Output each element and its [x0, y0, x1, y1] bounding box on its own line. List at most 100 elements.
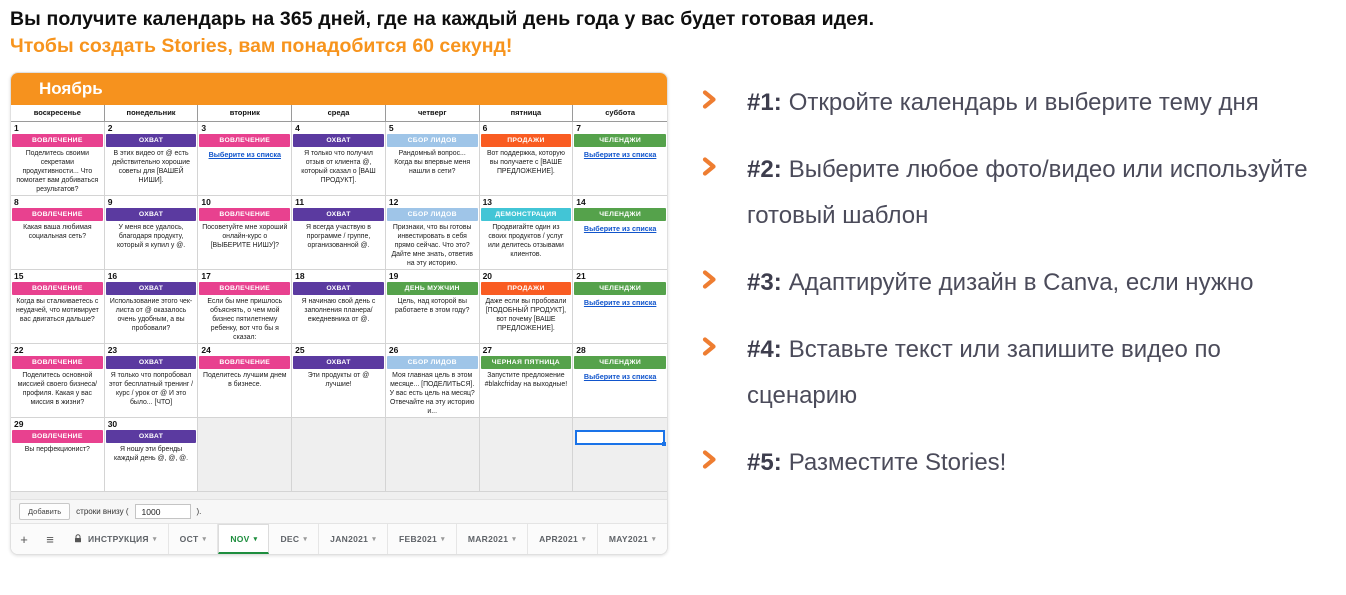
tab-dropdown-icon[interactable]: ▾	[582, 536, 586, 543]
day-number: 30	[107, 419, 118, 429]
chevron-right-icon	[702, 157, 717, 181]
sheet-tab-mar2021[interactable]: MAR2021 ▾	[457, 524, 529, 554]
idea-text: Поделитесь своими секретами продуктивнос…	[16, 150, 99, 193]
idea-text: Вот поддержка, которую вы получаете с [В…	[486, 150, 565, 175]
headline-accent: Чтобы создать Stories, вам понадобится 6…	[10, 35, 513, 57]
day-number: 22	[14, 345, 24, 355]
category-badge: ВОВЛЕЧЕНИЕ	[12, 134, 103, 147]
empty-cell[interactable]	[385, 418, 480, 492]
choose-from-list-link[interactable]: Выберите из списка	[583, 224, 657, 233]
step-item-2: #2: Выберите любое фото/видео или использ…	[702, 147, 1334, 239]
category-badge: ОХВАТ	[293, 282, 384, 295]
day-number: 13	[482, 197, 493, 207]
weekday-header-row: воскресенье понедельник вторник среда че…	[11, 105, 667, 122]
tab-dropdown-icon[interactable]: ▾	[253, 535, 258, 543]
selected-cell[interactable]	[575, 430, 666, 446]
calendar-day-9[interactable]: 9 ОХВАТ У меня все удалось, благодаря пр…	[104, 196, 199, 270]
calendar-day-11[interactable]: 11 ОХВАТ Я всегда участвую в программе /…	[292, 196, 386, 270]
step-item-3: #3: Адаптируйте дизайн в Canva, если нужн…	[702, 260, 1334, 306]
category-badge: ОХВАТ	[105, 356, 197, 369]
choose-from-list-link[interactable]: Выберите из списка	[583, 150, 657, 159]
tab-dropdown-icon[interactable]: ▾	[152, 536, 157, 543]
calendar-day-2[interactable]: 2 ОХВАТ В этих видео от @ есть действите…	[104, 122, 199, 196]
day-number: 4	[295, 123, 300, 133]
calendar-day-19[interactable]: 19 ДЕНЬ МУЖЧИН Цель, над которой вы рабо…	[385, 270, 480, 344]
day-number: 1	[14, 123, 19, 133]
choose-from-list-link[interactable]: Выберите из списка	[583, 372, 657, 381]
idea-text: Я ношу эти бренды каждый день @, @, @.	[114, 446, 189, 462]
idea-text: Я начинаю свой день с заполнения планера…	[301, 298, 376, 323]
tab-dropdown-icon[interactable]: ▾	[372, 536, 377, 543]
day-number: 24	[201, 345, 211, 355]
category-badge: ВОВЛЕЧЕНИЕ	[12, 208, 103, 221]
calendar-day-12[interactable]: 12 СБОР ЛИДОВ Признаки, что вы готовы ин…	[385, 196, 480, 270]
calendar-week-2: 8 ВОВЛЕЧЕНИЕ Какая ваша любимая социальн…	[11, 196, 667, 270]
sheet-tab-instrukciya[interactable]: ИНСТРУКЦИЯ ▾	[63, 524, 169, 554]
tab-dropdown-icon[interactable]: ▾	[202, 536, 207, 543]
category-badge: ПРОДАЖИ	[480, 282, 572, 295]
category-badge: ЧЕЛЕНДЖИ	[574, 208, 666, 221]
calendar-day-18[interactable]: 18 ОХВАТ Я начинаю свой день с заполнени…	[292, 270, 386, 344]
calendar-day-28[interactable]: 28 ЧЕЛЕНДЖИ Выберите из списка	[573, 344, 667, 418]
sheet-tab-apr2021[interactable]: APR2021 ▾	[528, 524, 598, 554]
add-rows-button[interactable]: Добавить	[19, 503, 71, 520]
calendar-day-5[interactable]: 5 СБОР ЛИДОВ Рандомный вопрос... Когда в…	[385, 122, 480, 196]
calendar-day-24[interactable]: 24 ВОВЛЕЧЕНИЕ Поделитесь лучшим днем в б…	[198, 344, 293, 418]
sheet-tab-feb2021[interactable]: FEB2021 ▾	[388, 524, 457, 554]
idea-text: У меня все удалось, благодаря продукту, …	[116, 224, 186, 249]
calendar-day-8[interactable]: 8 ВОВЛЕЧЕНИЕ Какая ваша любимая социальн…	[11, 196, 105, 270]
category-badge: СБОР ЛИДОВ	[386, 356, 478, 369]
category-badge: ВОВЛЕЧЕНИЕ	[12, 356, 103, 369]
rows-count-input[interactable]	[134, 504, 191, 519]
calendar-day-14[interactable]: 14 ЧЕЛЕНДЖИ Выберите из списка	[573, 196, 667, 270]
calendar-day-7[interactable]: 7 ЧЕЛЕНДЖИ Выберите из списка	[573, 122, 667, 196]
calendar-day-15[interactable]: 15 ВОВЛЕЧЕНИЕ Когда вы сталкиваетесь с н…	[11, 270, 105, 344]
calendar-day-26[interactable]: 26 СБОР ЛИДОВ Моя главная цель в этом ме…	[385, 344, 480, 418]
tab-dropdown-icon[interactable]: ▾	[303, 536, 308, 543]
empty-cell[interactable]	[573, 418, 667, 492]
weekday-label: вторник	[198, 105, 293, 121]
weekday-label: пятница	[480, 105, 574, 121]
calendar-day-17[interactable]: 17 ВОВЛЕЧЕНИЕ Если бы мне пришлось объяс…	[198, 270, 293, 344]
tab-dropdown-icon[interactable]: ▾	[441, 536, 445, 543]
steps-list: #1: Откройте календарь и выберите тему дн…	[668, 72, 1346, 507]
sheet-tab-jan2021[interactable]: JAN2021 ▾	[319, 524, 389, 554]
sheet-tab-oct[interactable]: OCT ▾	[169, 524, 219, 554]
idea-text: Эти продукты от @ лучшие!	[307, 372, 370, 388]
add-sheet-icon[interactable]: +	[20, 531, 28, 547]
sheet-tab-nov[interactable]: NOV ▾	[218, 524, 270, 554]
calendar-day-30[interactable]: 30 ОХВАТ Я ношу эти бренды каждый день @…	[104, 418, 199, 492]
weekday-label: воскресенье	[11, 105, 105, 121]
day-number: 8	[14, 197, 19, 207]
choose-from-list-link[interactable]: Выберите из списка	[583, 298, 657, 307]
calendar-day-3[interactable]: 3 ВОВЛЕЧЕНИЕ Выберите из списка	[198, 122, 293, 196]
step-item-1: #1: Откройте календарь и выберите тему дн…	[702, 80, 1334, 126]
all-sheets-icon[interactable]: ≡	[46, 531, 54, 547]
day-number: 23	[107, 345, 118, 355]
calendar-day-25[interactable]: 25 ОХВАТ Эти продукты от @ лучшие!	[292, 344, 386, 418]
calendar-day-1[interactable]: 1 ВОВЛЕЧЕНИЕ Поделитесь своими секретами…	[11, 122, 105, 196]
calendar-day-6[interactable]: 6 ПРОДАЖИ Вот поддержка, которую вы полу…	[479, 122, 574, 196]
idea-text: Какая ваша любимая социальная сеть?	[23, 224, 92, 240]
calendar-day-29[interactable]: 29 ВОВЛЕЧЕНИЕ Вы перфекционист?	[11, 418, 105, 492]
choose-from-list-link[interactable]: Выберите из списка	[208, 150, 281, 159]
day-number: 28	[576, 345, 586, 355]
empty-cell[interactable]	[479, 418, 574, 492]
empty-cell[interactable]	[292, 418, 386, 492]
calendar-day-16[interactable]: 16 ОХВАТ Использование этого чек-листа о…	[104, 270, 199, 344]
calendar-day-27[interactable]: 27 ЧЕРНАЯ ПЯТНИЦА Запустите предложение …	[479, 344, 574, 418]
calendar-day-4[interactable]: 4 ОХВАТ Я только что получил отзыв от кл…	[292, 122, 386, 196]
calendar-day-22[interactable]: 22 ВОВЛЕЧЕНИЕ Поделитесь основной миссие…	[11, 344, 105, 418]
calendar-day-20[interactable]: 20 ПРОДАЖИ Даже если вы пробовали [ПОДОБ…	[479, 270, 574, 344]
sheet-tab-may2021[interactable]: MAY2021 ▾	[598, 524, 667, 554]
sheet-tab-dec[interactable]: DEC ▾	[269, 524, 320, 554]
calendar-day-21[interactable]: 21 ЧЕЛЕНДЖИ Выберите из списка	[573, 270, 667, 344]
calendar-day-13[interactable]: 13 ДЕМОНСТРАЦИЯ Продвигайте один из свои…	[479, 196, 574, 270]
tab-dropdown-icon[interactable]: ▾	[512, 536, 517, 543]
empty-cell[interactable]	[198, 418, 293, 492]
tab-dropdown-icon[interactable]: ▾	[651, 536, 656, 543]
weekday-label: суббота	[605, 108, 636, 117]
calendar-day-10[interactable]: 10 ВОВЛЕЧЕНИЕ Посоветуйте мне хороший он…	[198, 196, 293, 270]
idea-text: Даже если вы пробовали [ПОДОБНЫЙ ПРОДУКТ…	[485, 298, 567, 332]
calendar-day-23[interactable]: 23 ОХВАТ Я только что попробовал этот бе…	[104, 344, 199, 418]
